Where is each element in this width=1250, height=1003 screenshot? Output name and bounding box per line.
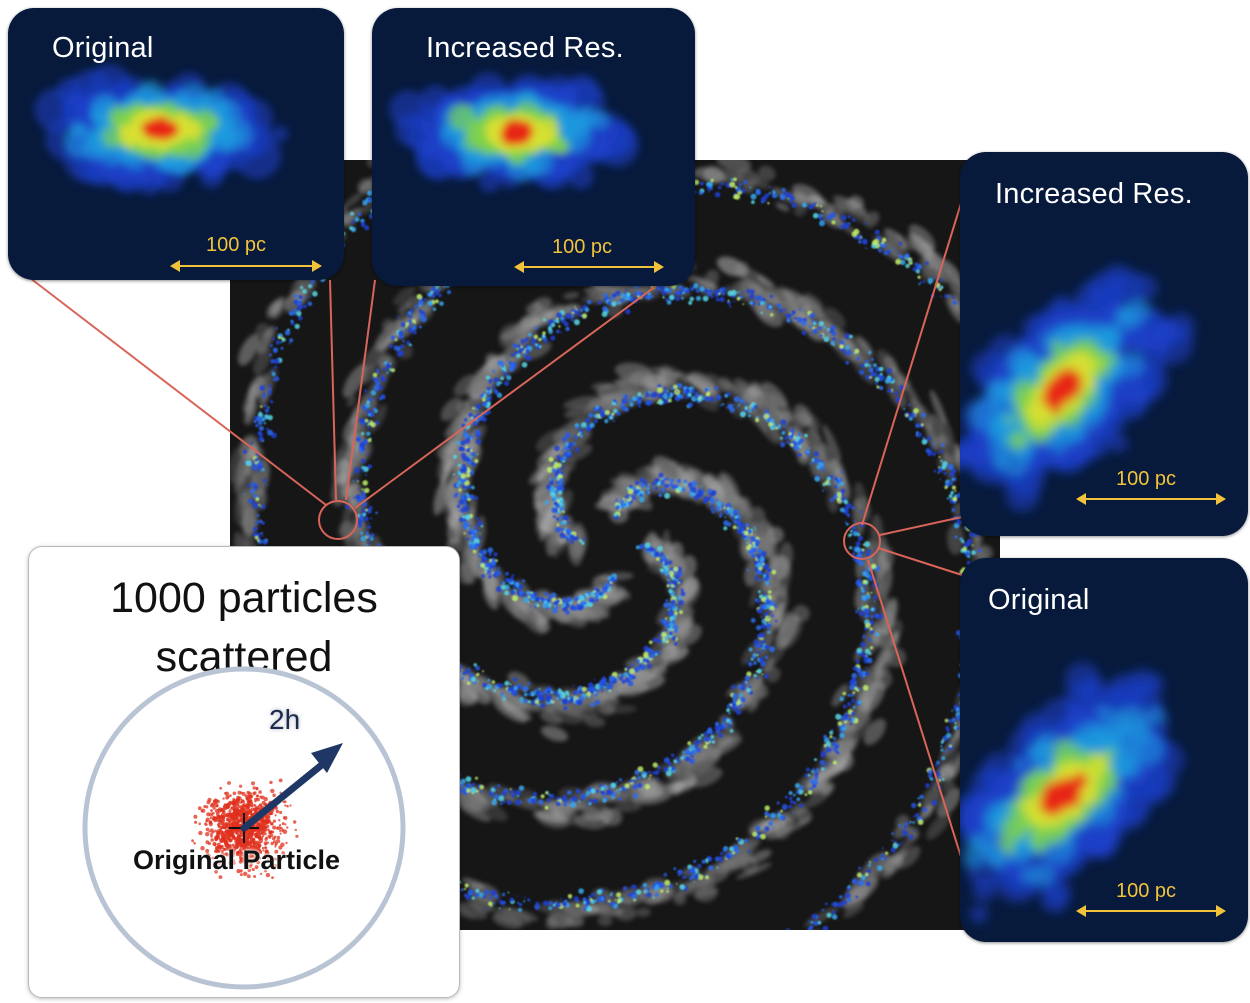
- scale-bar: [514, 261, 664, 273]
- inset-density-map: [960, 661, 1185, 924]
- inset-density-map: [960, 264, 1195, 512]
- scale-label: 100 pc: [1116, 880, 1177, 902]
- inset-title: Increased Res.: [426, 32, 624, 64]
- scale-label: 100 pc: [1116, 468, 1177, 490]
- original-particle-label: Original Particle: [133, 845, 341, 875]
- inset-right-top: Increased Res. 100 pc: [960, 152, 1248, 536]
- scale-bar: [170, 260, 322, 272]
- panel-heading-line1: 1000 particles: [110, 574, 378, 622]
- inset-top-center: Increased Res. 100 pc: [372, 8, 695, 286]
- scale-label: 100 pc: [206, 234, 267, 256]
- inset-title: Original: [52, 32, 154, 64]
- inset-title: Original: [988, 584, 1090, 616]
- scale-bar: [1076, 905, 1226, 917]
- radius-label: 2h: [269, 704, 301, 735]
- radius-arrow-shaft: [240, 755, 333, 832]
- inset-density-map: [389, 72, 639, 193]
- particle-kernel-diagram: [82, 666, 406, 990]
- scale-bar: [1076, 493, 1226, 505]
- radius-arrow-head: [311, 743, 343, 773]
- particle-splitting-panel: 1000 particles scattered 2h Original Par…: [28, 546, 460, 998]
- scale-label: 100 pc: [552, 236, 613, 258]
- inset-density-map: [34, 64, 289, 196]
- inset-title: Increased Res.: [995, 178, 1193, 210]
- inset-top-left: Original 100 pc: [8, 8, 344, 280]
- inset-right-bottom: Original 100 pc: [960, 558, 1248, 942]
